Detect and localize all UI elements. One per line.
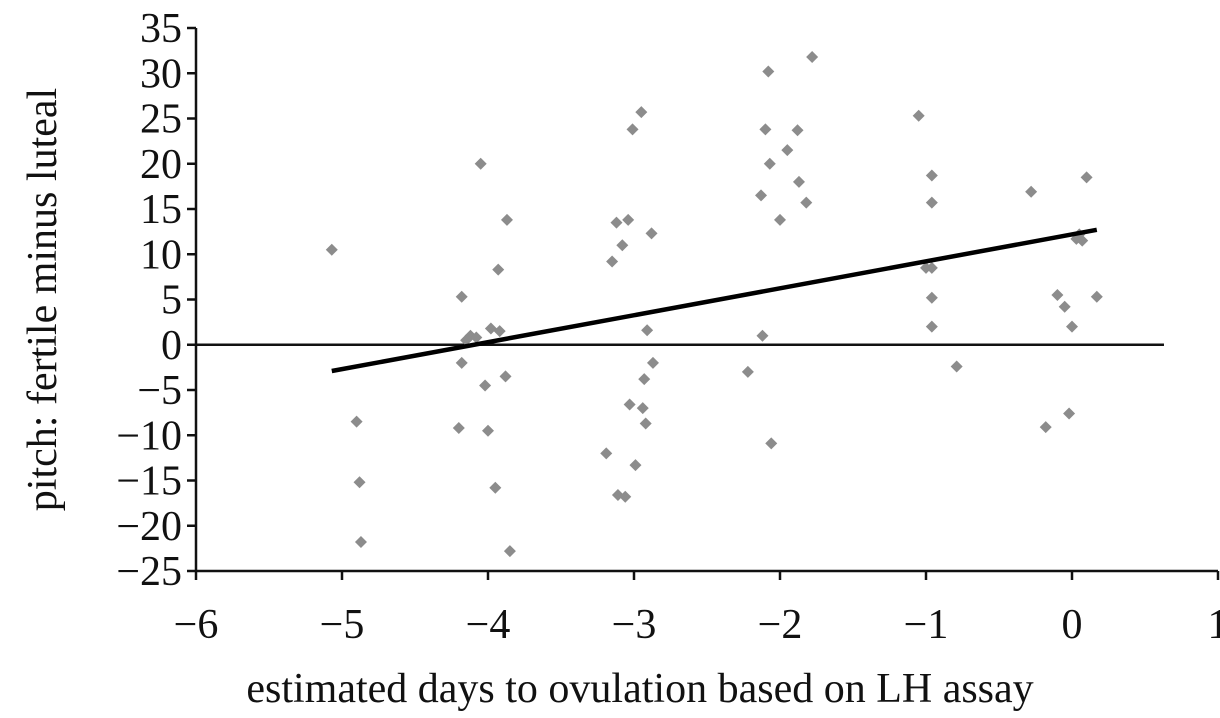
data-point (489, 481, 502, 494)
y-tick-label: 35 (140, 6, 182, 52)
data-point (645, 227, 658, 240)
data-point (800, 196, 813, 209)
data-point (741, 365, 754, 378)
data-point (626, 123, 639, 136)
x-tick-label: −2 (758, 602, 803, 648)
data-point (493, 325, 506, 338)
y-tick-label: 10 (140, 232, 182, 278)
data-point (806, 50, 819, 63)
y-tick-label: −20 (116, 504, 182, 550)
data-point (606, 255, 619, 268)
y-tick-label: 15 (140, 187, 182, 233)
data-point (629, 459, 642, 472)
data-point (1025, 185, 1038, 198)
data-point (925, 291, 938, 304)
data-point (503, 545, 516, 558)
data-point (646, 356, 659, 369)
data-point (600, 447, 613, 460)
data-point (763, 157, 776, 170)
y-tick-label: 5 (161, 278, 182, 324)
y-tick-label: −5 (137, 368, 182, 414)
data-point (925, 196, 938, 209)
x-tick-label: −1 (904, 602, 949, 648)
data-point (616, 239, 629, 252)
y-tick-label: −15 (116, 459, 182, 505)
data-point (452, 422, 465, 435)
data-point (325, 243, 338, 256)
data-point (1066, 320, 1078, 333)
data-point (759, 123, 772, 136)
data-point (500, 213, 513, 226)
data-point (619, 490, 632, 503)
data-point (1080, 171, 1093, 184)
data-point (925, 261, 938, 274)
x-tick-label: 0 (1062, 602, 1083, 648)
x-tick-label: 1 (1208, 602, 1220, 648)
data-point (479, 379, 492, 392)
data-point (762, 65, 775, 78)
data-point (1076, 234, 1089, 247)
data-point (1063, 407, 1076, 420)
data-point (484, 322, 497, 335)
y-tick-label: 0 (161, 323, 182, 369)
data-point (791, 124, 804, 137)
data-point (639, 417, 652, 430)
x-tick-label: −4 (466, 602, 511, 648)
data-point (925, 320, 938, 333)
data-point (1090, 290, 1103, 303)
data-point (354, 536, 367, 549)
x-tick-label: −3 (612, 602, 657, 648)
data-point (1058, 300, 1071, 313)
y-tick-label: 30 (140, 51, 182, 97)
data-point (635, 106, 648, 119)
data-point (353, 476, 366, 489)
y-tick-label: −10 (116, 413, 182, 459)
y-tick-label: 20 (140, 142, 182, 188)
data-point (925, 169, 938, 182)
data-points (325, 50, 1103, 558)
y-tick-label: 25 (140, 97, 182, 143)
data-point (1051, 288, 1064, 301)
data-point (1039, 421, 1052, 434)
x-axis-ticks: −6 −5 −4 −3 −2 −1 0 1 (174, 571, 1220, 648)
data-point (623, 398, 636, 411)
data-point (774, 213, 786, 226)
data-point (622, 213, 635, 226)
data-point (950, 360, 963, 373)
data-point (455, 356, 468, 369)
y-tick-label: −25 (116, 549, 182, 595)
x-tick-label: −5 (320, 602, 365, 648)
data-point (455, 290, 468, 303)
data-point (781, 144, 794, 157)
x-tick-label: −6 (174, 602, 219, 648)
data-point (470, 331, 483, 344)
data-point (755, 189, 768, 202)
x-axis-title: estimated days to ovulation based on LH … (246, 666, 1033, 712)
data-point (482, 424, 494, 437)
data-point (636, 402, 649, 415)
data-point (610, 216, 623, 229)
trend-line (331, 227, 1098, 374)
data-point (641, 324, 654, 337)
data-point (765, 437, 778, 450)
data-point (492, 263, 505, 276)
data-point (912, 109, 925, 122)
data-point (350, 415, 363, 428)
data-point (638, 373, 651, 386)
data-point (499, 370, 512, 383)
y-axis-title: pitch: fertile minus luteal (20, 88, 66, 511)
data-point (474, 157, 487, 170)
data-point (756, 329, 769, 342)
data-point (792, 175, 805, 188)
